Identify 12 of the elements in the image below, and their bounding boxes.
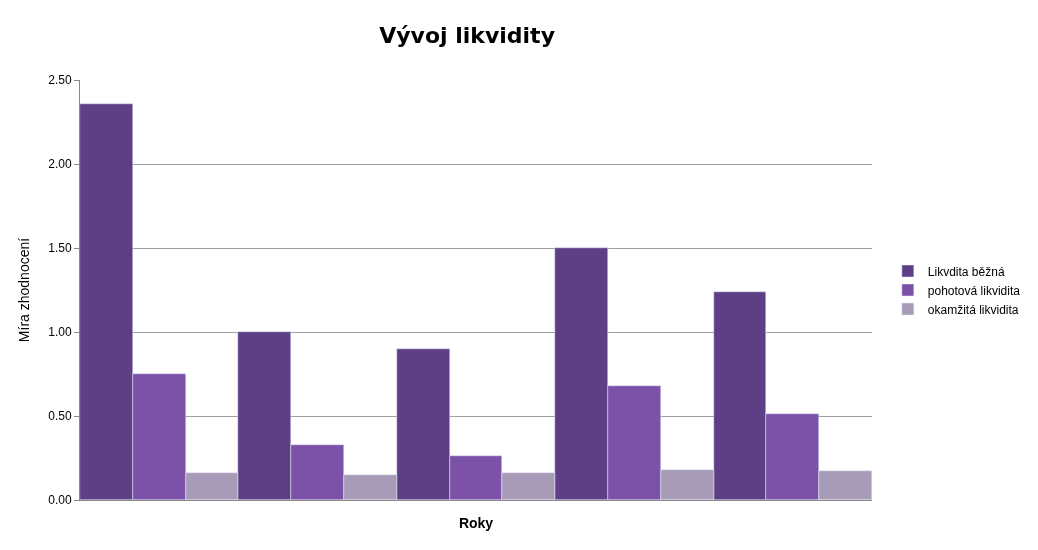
- legend-label: Likvdita běžná: [927, 264, 1005, 279]
- y-tick-label: 2.00: [48, 157, 72, 172]
- y-tick-label: 1.00: [48, 325, 72, 340]
- x-axis-title: Roky: [458, 514, 494, 531]
- y-tick-label: 1.50: [48, 241, 72, 256]
- legend-label: okamžitá likvidita: [927, 302, 1019, 317]
- y-axis-title: Míra zhodnocení: [15, 237, 32, 343]
- chart-title: Vývoj likvidity: [379, 22, 555, 48]
- legend-label: pohotová likvidita: [927, 283, 1021, 298]
- y-tick-label: 2.50: [48, 73, 72, 88]
- y-tick-label: 0.50: [48, 409, 72, 424]
- y-tick-label: 0.00: [48, 493, 72, 508]
